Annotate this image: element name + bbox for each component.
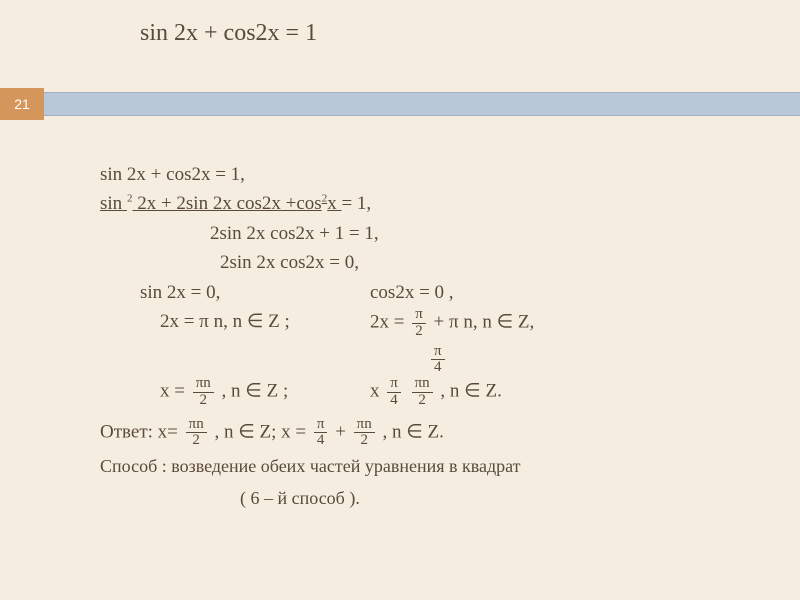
text: n, n ∈ Z, [459, 312, 535, 333]
col-right: 2x = π2 + π n, n ∈ Z, [370, 307, 534, 340]
equation-line-3: 2sin 2x cos2x + 1 = 1, [100, 219, 740, 248]
slide-title: sin 2x + cos2x = 1 [140, 20, 317, 47]
fraction-pin-2: πn2 [186, 417, 207, 450]
col-right: cos2x = 0 , [370, 278, 454, 307]
text: , n ∈ Z. [436, 381, 502, 402]
equation-line-2: sin 2 2x + 2sin 2x cos2x +cos2x = 1, [100, 189, 740, 218]
equation-line-4: 2sin 2x cos2x = 0, [100, 248, 740, 277]
text: n, n ∈ Z ; [209, 311, 290, 332]
fraction-pin-2: πn2 [193, 376, 214, 409]
text: 2x + 2sin 2x cos2x + [132, 193, 296, 214]
divider-band: 21 [0, 88, 800, 120]
answer-line: Ответ: x= πn2 , n ∈ Z; x = π4 + πn2 , n … [100, 417, 740, 450]
pi-symbol: π [449, 312, 459, 333]
col-left [100, 344, 370, 377]
text: , n ∈ Z ; [217, 381, 288, 402]
text: sin [100, 193, 122, 214]
text: = 1 [341, 193, 366, 214]
text: , n ∈ Z. [378, 421, 444, 442]
col-left: x = πn2 , n ∈ Z ; [100, 376, 370, 409]
text: 2x = [160, 311, 199, 332]
col-right: π4 [370, 344, 448, 377]
text: x = [160, 381, 190, 402]
method-line-2: ( 6 – й способ ). [100, 485, 740, 513]
text: Ответ: x= [100, 421, 183, 442]
fraction-pi-2: π2 [412, 307, 426, 340]
fraction-pin-2: πn2 [412, 376, 433, 409]
text: , n ∈ Z; x = [210, 421, 311, 442]
text: cos [296, 193, 321, 214]
method-line-1: Способ : возведение обеих частей уравнен… [100, 453, 740, 481]
fraction-pi-4: π4 [387, 376, 401, 409]
pi-symbol: π [199, 311, 209, 332]
slide-number-badge: 21 [0, 88, 44, 120]
text: + [429, 312, 449, 333]
col-left: 2x = π n, n ∈ Z ; [100, 307, 370, 340]
equation-line-1: sin 2x + cos2x = 1, [100, 160, 740, 189]
equation-line-5: sin 2x = 0, cos2x = 0 , [100, 278, 740, 307]
col-right: x π4 πn2 , n ∈ Z. [370, 376, 502, 409]
math-content: sin 2x + cos2x = 1, sin 2 2x + 2sin 2x c… [100, 160, 740, 513]
text: + [330, 421, 350, 442]
fraction-pi-4: π4 [431, 344, 445, 377]
text: x [327, 193, 341, 214]
col-left: sin 2x = 0, [100, 278, 370, 307]
text: 2x = [370, 312, 409, 333]
equation-line-7: x = πn2 , n ∈ Z ; x π4 πn2 , n ∈ Z. [100, 376, 740, 409]
text: x [370, 381, 384, 402]
divider-strip [44, 92, 800, 116]
equation-line-6: 2x = π n, n ∈ Z ; 2x = π2 + π n, n ∈ Z, [100, 307, 740, 340]
text [404, 381, 409, 402]
equation-line-6b: π4 [100, 344, 740, 377]
fraction-pin-2: πn2 [354, 417, 375, 450]
fraction-pi-4: π4 [314, 417, 328, 450]
